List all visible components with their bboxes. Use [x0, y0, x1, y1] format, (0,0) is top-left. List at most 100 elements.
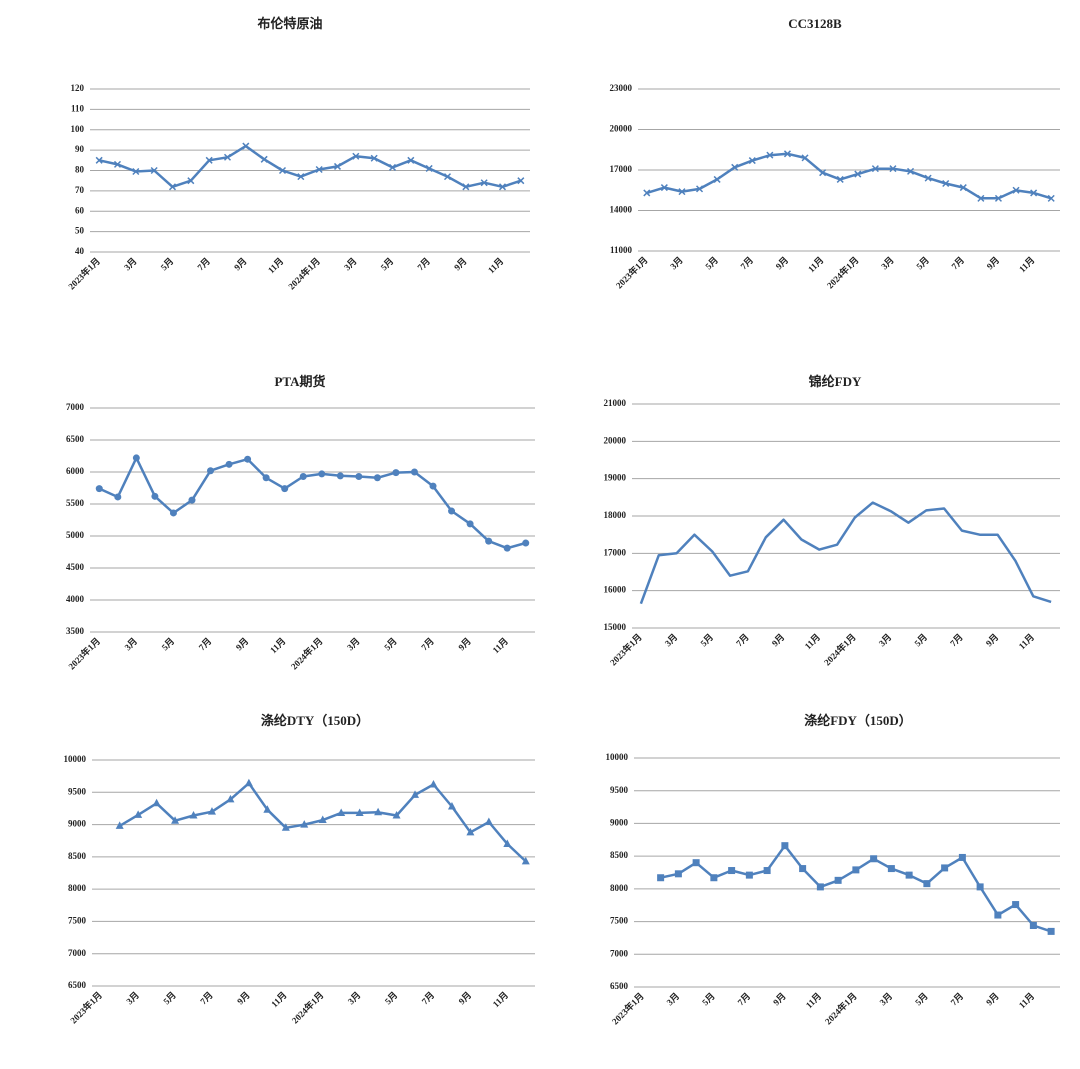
marker: [425, 164, 433, 172]
x-tick-label: 11月: [269, 990, 288, 1009]
x-tick-label: 11月: [1017, 632, 1036, 651]
marker: [223, 153, 232, 161]
y-tick-label: 40: [75, 246, 85, 256]
marker: [994, 911, 1002, 919]
x-tick-label: 7月: [419, 636, 436, 653]
x-tick-label: 5月: [161, 990, 178, 1007]
y-tick-label: 8000: [68, 883, 87, 893]
marker: [132, 454, 140, 462]
marker: [297, 173, 305, 181]
marker: [113, 160, 122, 168]
y-tick-label: 18000: [604, 510, 627, 520]
x-tick-label: 5月: [379, 256, 396, 273]
y-tick-label: 20000: [604, 435, 627, 445]
marker: [976, 883, 984, 891]
marker: [168, 183, 177, 191]
x-tick-label: 2023年1月: [609, 990, 645, 1026]
y-tick-label: 120: [71, 83, 85, 93]
marker: [1012, 901, 1020, 909]
x-tick-label: 7月: [198, 990, 215, 1007]
x-tick-label: 2023年1月: [607, 631, 643, 667]
y-tick-label: 6500: [68, 980, 87, 990]
marker: [443, 173, 452, 181]
x-tick-label: 7月: [734, 632, 751, 649]
x-tick-label: 7月: [197, 636, 214, 653]
marker: [242, 142, 250, 150]
y-tick-label: 6500: [66, 434, 85, 444]
x-tick-label: 11月: [804, 991, 823, 1010]
marker: [318, 470, 326, 478]
marker: [941, 864, 949, 872]
marker: [410, 468, 418, 476]
marker: [1012, 186, 1020, 194]
y-tick-label: 7000: [68, 948, 87, 958]
marker: [889, 165, 897, 173]
marker: [300, 820, 309, 828]
y-tick-label: 3500: [66, 626, 85, 636]
marker: [1047, 194, 1055, 202]
x-tick-label: 9月: [774, 255, 791, 272]
x-tick-label: 11月: [491, 990, 510, 1009]
marker: [748, 157, 756, 165]
marker: [657, 874, 665, 882]
x-tick-label: 3月: [123, 636, 140, 653]
x-tick-label: 3月: [663, 632, 680, 649]
y-tick-label: 11000: [610, 245, 633, 255]
marker: [352, 152, 360, 160]
x-tick-label: 3月: [879, 255, 896, 272]
x-tick-label: 11月: [486, 256, 505, 275]
marker: [448, 507, 456, 515]
marker: [260, 155, 268, 163]
marker: [95, 485, 103, 493]
y-tick-label: 5500: [66, 498, 85, 508]
marker: [115, 821, 124, 829]
chart-title: 涤纶FDY（150D）: [804, 713, 912, 728]
x-tick-label: 5月: [914, 255, 931, 272]
marker: [958, 853, 966, 861]
x-tick-label: 7月: [420, 990, 437, 1007]
marker: [485, 537, 493, 545]
marker: [942, 179, 950, 188]
marker: [205, 156, 213, 164]
x-tick-label: 9月: [232, 256, 249, 273]
x-tick-label: 11月: [268, 636, 287, 655]
x-tick-label: 5月: [382, 636, 399, 653]
x-tick-label: 7月: [949, 991, 966, 1008]
x-tick-label: 11月: [1017, 991, 1036, 1010]
chart-title: 布伦特原油: [257, 16, 322, 31]
marker: [503, 839, 512, 847]
marker: [188, 496, 196, 504]
y-tick-label: 8000: [610, 883, 629, 893]
x-tick-label: 9月: [234, 636, 251, 653]
marker: [187, 177, 195, 185]
y-tick-label: 80: [75, 165, 85, 175]
y-tick-label: 4500: [66, 562, 85, 572]
x-tick-label: 3月: [877, 632, 894, 649]
x-tick-label: 2024年1月: [288, 635, 324, 671]
chart: CC3128B 11000 14000 17000 20000 23000 2023年1月 3…: [610, 16, 1060, 291]
marker: [370, 154, 378, 162]
x-tick-label: 2023年1月: [66, 635, 102, 671]
marker: [114, 493, 122, 501]
x-tick-label: 5月: [703, 255, 720, 272]
chart: 涤纶FDY（150D） 6500 7000 7500 8000 8500 9000 9500 1…: [606, 713, 1060, 1027]
x-tick-label: 9月: [984, 991, 1001, 1008]
marker: [411, 790, 420, 798]
marker: [696, 185, 704, 193]
line: [98, 456, 527, 550]
x-tick-label: 5月: [913, 991, 930, 1008]
marker: [318, 815, 327, 824]
marker: [207, 807, 216, 815]
y-tick-label: 17000: [610, 164, 633, 174]
y-tick-label: 70: [75, 185, 85, 195]
y-tick-label: 23000: [610, 83, 633, 93]
x-tick-label: 3月: [342, 256, 359, 273]
marker: [799, 865, 807, 873]
x-tick-label: 2024年1月: [286, 255, 322, 291]
marker: [994, 194, 1002, 202]
chart: PTA期货 3500 4000 4500 5000 5500 6000 6500 7000 202…: [66, 374, 535, 672]
marker: [315, 165, 323, 174]
marker: [745, 871, 753, 879]
marker: [281, 823, 290, 831]
